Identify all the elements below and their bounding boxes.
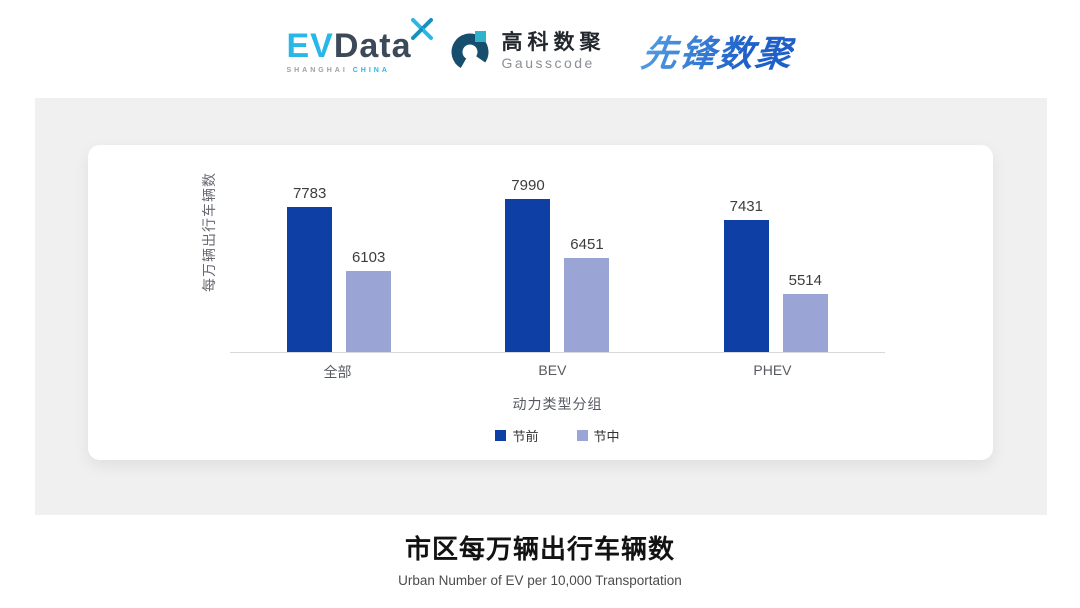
category-labels-row: 全部 BEV PHEV <box>230 362 885 382</box>
evdata-data-text: Data <box>333 26 412 65</box>
category-label: 全部 <box>323 364 352 380</box>
bar-column: 7431 <box>723 198 769 352</box>
bar-column: 7990 <box>505 177 551 352</box>
bar <box>782 294 828 352</box>
gausscode-cn-text: 高科数聚 <box>501 30 606 54</box>
category-label: PHEV <box>753 362 792 378</box>
category-label: BEV <box>538 362 567 378</box>
evdata-propeller-x-icon <box>410 17 433 40</box>
bar-column: 7783 <box>287 185 333 352</box>
legend-swatch-icon <box>576 430 588 441</box>
bar-column: 6103 <box>346 249 392 352</box>
bar-value-label: 5514 <box>788 272 822 289</box>
bar-value-label: 7783 <box>292 185 327 202</box>
legend-item: 节前 <box>495 426 539 445</box>
bar-value-label: 6451 <box>570 236 604 253</box>
bar-group: 7431 5514 <box>723 198 828 352</box>
gausscode-g-icon <box>451 31 489 71</box>
bar-group: 7783 6103 <box>287 185 392 352</box>
bars-area: 7783 6103 7990 6451 7431 5514 <box>230 172 885 353</box>
legend-swatch-icon <box>495 430 507 441</box>
bar-value-label: 7990 <box>511 177 545 194</box>
bar-value-label: 7431 <box>729 198 763 215</box>
bar <box>287 207 333 352</box>
bar <box>505 199 551 352</box>
evdata-china-text: CHINA <box>352 66 390 74</box>
legend: 节前 节中 <box>230 426 885 445</box>
logo-evdata: EVData SHANGHAI CHINA <box>286 17 433 74</box>
bar-group: 7990 6451 <box>505 177 610 352</box>
bar-value-label: 6103 <box>351 249 386 266</box>
gausscode-en-text: Gausscode <box>501 54 595 71</box>
evdata-shanghai-text: SHANGHAI <box>286 66 348 74</box>
bar <box>564 258 610 352</box>
x-axis-title: 动力类型分组 <box>512 396 603 412</box>
logo-pioneer-datax: 先锋数聚 <box>638 25 797 77</box>
evdata-ev-text: EV <box>286 26 334 65</box>
figure-title-block: 市区每万辆出行车辆数 Urban Number of EV per 10,000… <box>0 529 1080 588</box>
bar <box>346 271 392 352</box>
legend-label: 节中 <box>593 429 620 444</box>
header-logos: EVData SHANGHAI CHINA 高科数聚 Gausscod <box>0 14 1080 88</box>
bar-column: 5514 <box>782 272 828 352</box>
evdata-tagline: SHANGHAI CHINA <box>286 67 389 74</box>
figure-subtitle: Urban Number of EV per 10,000 Transporta… <box>398 573 682 588</box>
logo-gausscode: 高科数聚 Gausscode <box>448 29 606 73</box>
figure-title: 市区每万辆出行车辆数 <box>404 534 675 564</box>
plot-area: 7783 6103 7990 6451 7431 5514 全部 BEV PHEV 动力类型分… <box>230 172 885 445</box>
chart-card: 每万辆出行车辆数 7783 6103 7990 6451 7431 5514 全部 BEV P… <box>88 145 993 460</box>
y-axis-title: 每万辆出行车辆数 <box>201 172 217 292</box>
evdata-wordmark: EVData <box>286 17 433 65</box>
bar <box>723 220 769 352</box>
bar-column: 6451 <box>564 236 610 352</box>
legend-item: 节中 <box>576 426 620 445</box>
gausscode-text: 高科数聚 Gausscode <box>502 31 606 72</box>
legend-label: 节前 <box>512 429 539 444</box>
